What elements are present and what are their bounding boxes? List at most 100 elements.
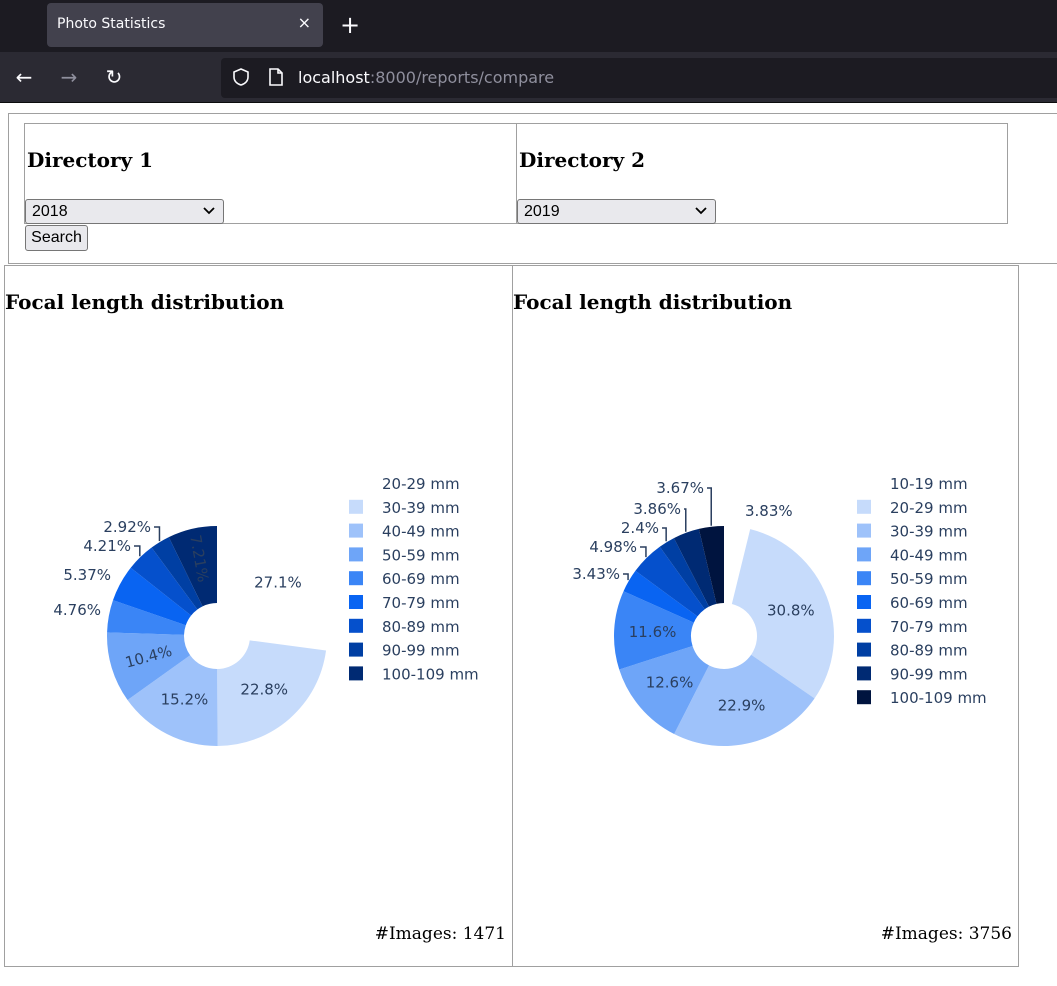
legend-swatch	[857, 642, 871, 657]
legend-label: 50-59 mm	[890, 570, 968, 588]
legend-item[interactable]: 70-79 mm	[349, 594, 460, 612]
pie-slices	[107, 514, 339, 746]
legend-item[interactable]: 50-59 mm	[857, 570, 968, 588]
new-tab-button[interactable]: +	[339, 11, 361, 39]
directory-1-select[interactable]: 2018	[25, 199, 224, 224]
legend-label: 90-99 mm	[382, 642, 460, 660]
legend-label: 60-69 mm	[382, 570, 460, 588]
legend-swatch	[857, 547, 871, 562]
legend-label: 80-89 mm	[382, 618, 460, 636]
pie-slice[interactable]	[107, 600, 186, 635]
chart-panel-1: 27.1% 22.8% 15.2% 10.4% 4.76% 5.37% 4.21% 2.92%…	[4, 265, 513, 967]
pie-slice[interactable]	[127, 655, 218, 746]
label-leader-line	[154, 526, 161, 542]
label-leader-line	[707, 487, 712, 526]
slice-label: 27.1%	[254, 574, 302, 592]
legend-item[interactable]: 50-59 mm	[349, 546, 460, 564]
pie-slice[interactable]	[724, 526, 751, 604]
compare-form: Directory 1 2018 Directory 2 2019 Search	[8, 113, 1057, 264]
legend-swatch	[857, 690, 871, 705]
url-text[interactable]: localhost:8000/reports/compare	[298, 68, 554, 87]
shield-icon[interactable]	[230, 67, 252, 89]
legend: 10-19 mm 20-29 mm 30-39 mm 40-49 mm 50-59 mm…	[857, 475, 987, 707]
legend-label: 20-29 mm	[382, 475, 460, 493]
page-icon[interactable]	[265, 67, 287, 89]
pie-slice[interactable]	[113, 567, 192, 626]
legend-swatch	[857, 595, 871, 609]
directory-1-value: 2018	[32, 203, 68, 220]
directory-2-select[interactable]: 2019	[517, 199, 716, 224]
legend-item[interactable]: 10-19 mm	[857, 475, 968, 493]
legend-item[interactable]: 60-69 mm	[349, 570, 460, 588]
legend-swatch	[857, 523, 871, 538]
legend-swatch	[349, 547, 363, 562]
legend-item[interactable]: 90-99 mm	[349, 642, 460, 660]
pie-slice[interactable]	[217, 514, 339, 653]
pie-slice[interactable]	[698, 526, 724, 604]
legend-item[interactable]: 80-89 mm	[349, 618, 460, 636]
forward-button[interactable]: →	[60, 65, 78, 89]
pie-slice[interactable]	[731, 529, 834, 699]
reload-button[interactable]: ↻	[105, 65, 123, 89]
pie-slice[interactable]	[659, 538, 709, 610]
slice-label: 5.37%	[63, 566, 111, 584]
pie-slice[interactable]	[673, 528, 717, 607]
legend-swatch	[857, 618, 871, 633]
slice-label: 22.9%	[718, 696, 766, 714]
slice-label: 11.6%	[629, 623, 677, 641]
legend-item[interactable]: 30-39 mm	[349, 499, 460, 517]
tab-title: Photo Statistics	[57, 16, 166, 32]
panel-title-2: Focal length distribution	[513, 290, 793, 314]
url-bar[interactable]: localhost:8000/reports/compare	[221, 58, 1057, 98]
url-host: localhost	[298, 68, 370, 87]
close-tab-icon[interactable]: ×	[297, 13, 311, 32]
slice-label: 2.92%	[103, 518, 151, 536]
slice-label: 4.76%	[53, 601, 101, 619]
browser-tab[interactable]: Photo Statistics ×	[47, 3, 323, 47]
legend-item[interactable]: 70-79 mm	[857, 618, 968, 636]
pie-labels: 3.83%30.8%22.9%12.6%11.6%3.43%4.98%2.4%3…	[572, 479, 814, 714]
pie-slice[interactable]	[217, 640, 327, 746]
slice-label: 12.6%	[646, 673, 694, 691]
legend-swatch	[349, 499, 363, 514]
legend-label: 70-79 mm	[890, 618, 968, 636]
pie-slice[interactable]	[619, 646, 710, 735]
legend-swatch	[857, 571, 871, 586]
pie-slice[interactable]	[623, 570, 698, 623]
legend-item[interactable]: 100-109 mm	[857, 689, 987, 707]
legend-swatch	[857, 499, 871, 514]
back-button[interactable]: ←	[15, 65, 33, 89]
pie-slice[interactable]	[151, 537, 203, 610]
directory-2-value: 2019	[524, 203, 560, 220]
legend-item[interactable]: 80-89 mm	[857, 642, 968, 660]
legend-item[interactable]: 20-29 mm	[857, 499, 968, 517]
legend-swatch	[857, 666, 871, 681]
slice-label: 3.83%	[745, 502, 793, 520]
legend-item[interactable]: 30-39 mm	[857, 523, 968, 541]
legend-label: 30-39 mm	[890, 523, 968, 541]
legend-swatch	[349, 523, 363, 538]
legend-swatch	[349, 618, 363, 633]
slice-label: 4.98%	[589, 538, 637, 556]
label-leader-line	[662, 527, 667, 542]
tab-bar: Photo Statistics × +	[0, 0, 1057, 52]
legend-item[interactable]: 20-29 mm	[349, 475, 460, 493]
pie-slice[interactable]	[674, 654, 815, 746]
legend-item[interactable]: 60-69 mm	[857, 594, 968, 612]
legend-item[interactable]: 100-109 mm	[349, 665, 479, 683]
legend-item[interactable]: 40-49 mm	[349, 523, 460, 541]
legend: 20-29 mm 30-39 mm 40-49 mm 50-59 mm 60-69 mm…	[349, 475, 479, 683]
pie-slice[interactable]	[614, 591, 694, 670]
pie-slices	[614, 526, 834, 746]
pie-slice[interactable]	[635, 546, 705, 617]
legend-item[interactable]: 40-49 mm	[857, 546, 968, 564]
pie-slice[interactable]	[168, 526, 217, 607]
nav-bar: ← → ↻ localhost:8000/reports/compare	[0, 52, 1057, 103]
legend-item[interactable]: 90-99 mm	[857, 665, 968, 683]
pie-slice[interactable]	[107, 632, 191, 700]
pie-slice[interactable]	[130, 547, 198, 616]
legend-label: 60-69 mm	[890, 594, 968, 612]
slice-label: 3.86%	[633, 500, 681, 518]
directory-1-title: Directory 1	[27, 148, 153, 172]
search-button[interactable]: Search	[25, 225, 88, 251]
